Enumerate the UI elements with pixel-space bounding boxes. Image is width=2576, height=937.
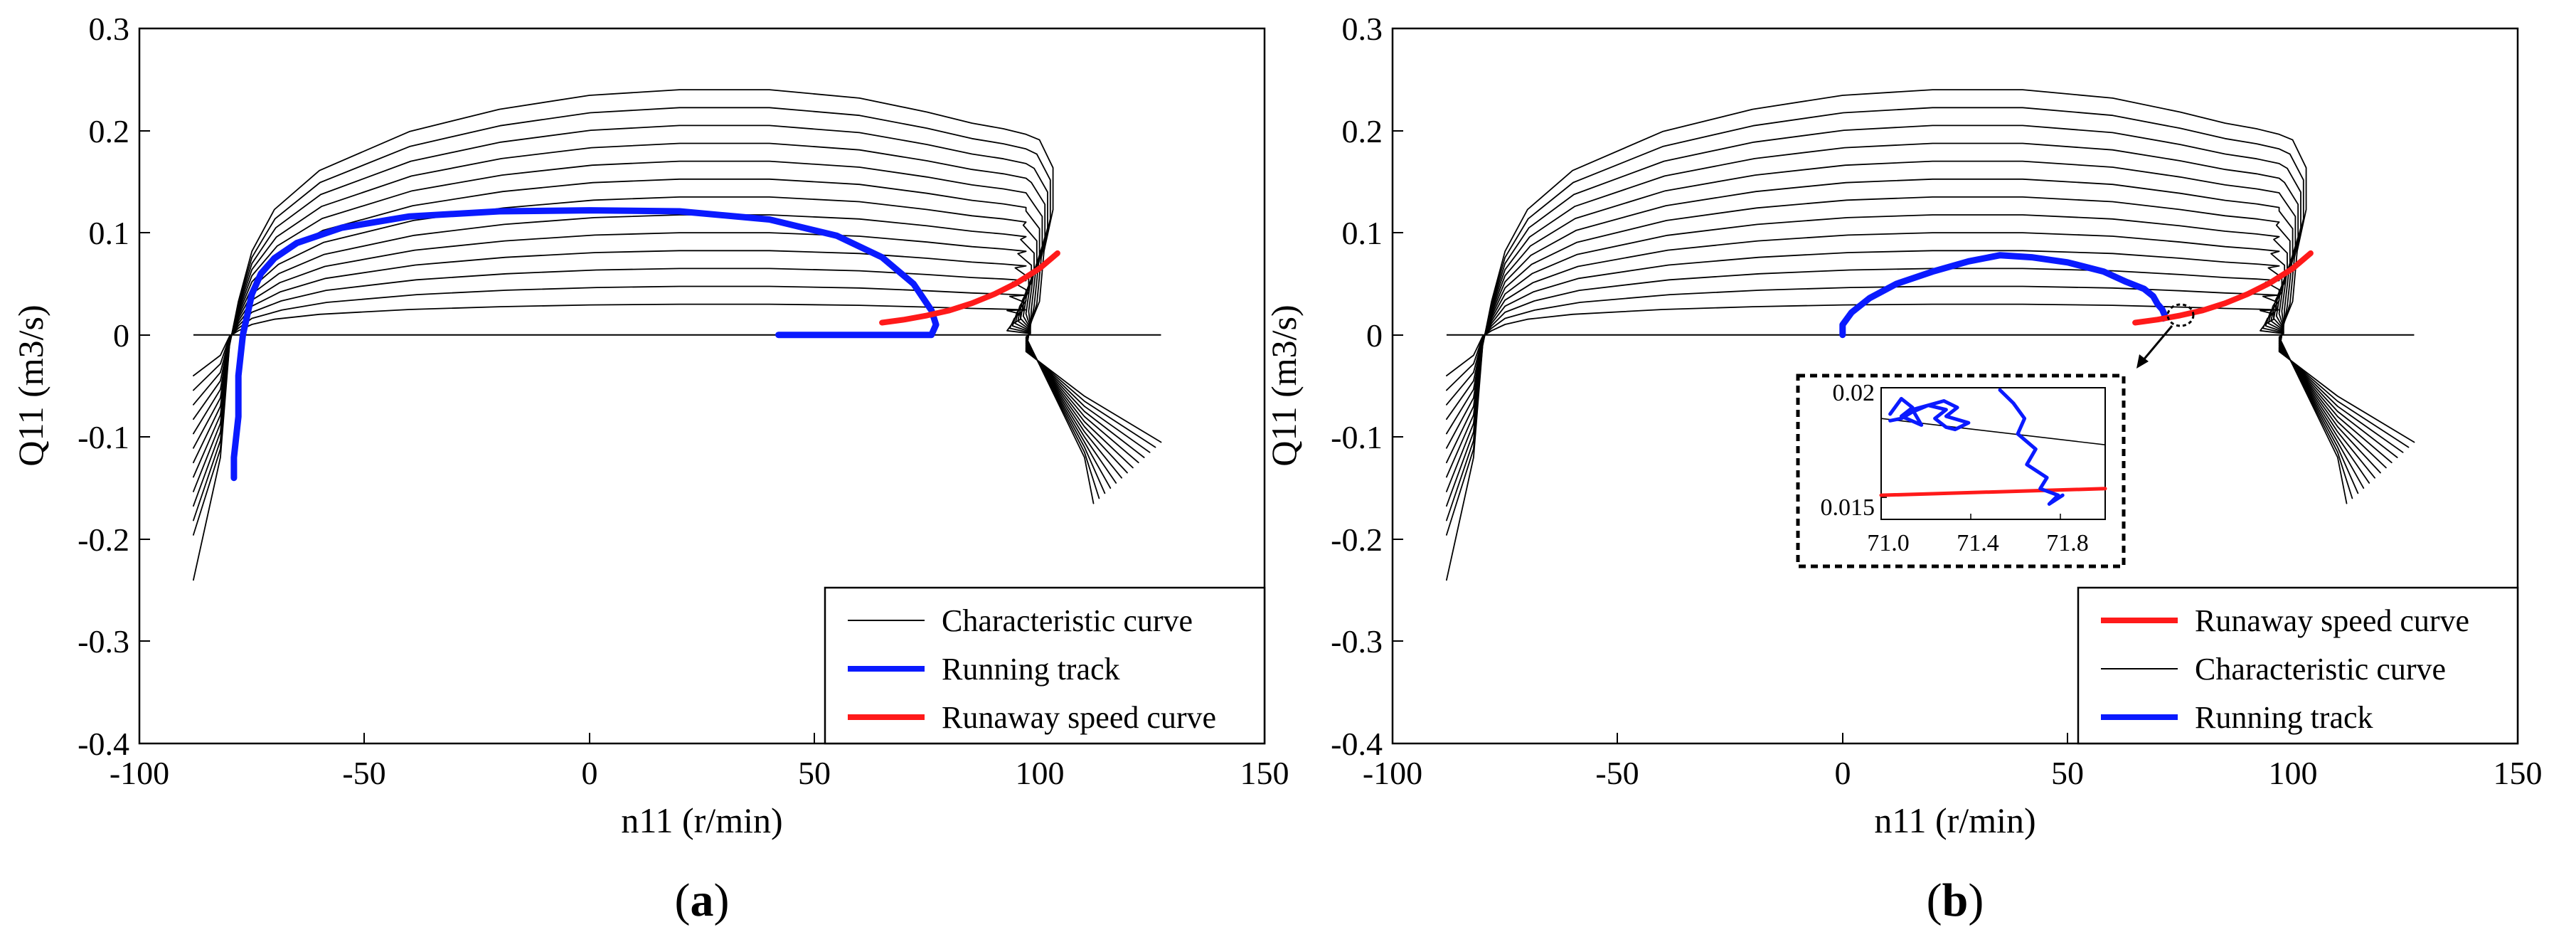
- y-axis-label-b: Q11 (m3/s): [1264, 305, 1304, 466]
- inset-x-tick-label-0: 71.0: [1867, 530, 1910, 556]
- y-tick-label-b-2: -0.2: [1331, 522, 1383, 558]
- legend-label-a-2: Runaway speed curve: [942, 700, 1216, 735]
- panel-label-a: (a): [675, 874, 730, 926]
- characteristic-curve-11: [192, 125, 1151, 522]
- characteristic-curve-4: [1446, 250, 2365, 489]
- x-tick-label-b-4: 100: [2269, 755, 2318, 791]
- y-ticks-b: -0.4 -0.3 -0.2 -0.1 0 0.1 0.2 0.3: [1331, 11, 1403, 762]
- running-track-line: [230, 207, 940, 482]
- characteristic-curve-3: [192, 268, 1106, 494]
- y-tick-label-b-3: -0.1: [1331, 419, 1383, 455]
- inset-b: 0.02 0.015 71.0 71.4 71.8: [1796, 374, 2126, 568]
- inset-x-tick-label-2: 71.8: [2046, 530, 2089, 556]
- panel-letter-b: b: [1942, 874, 1969, 926]
- inset-running-track-2: [1998, 388, 2065, 506]
- runaway-speed-curve-line: [879, 250, 1060, 326]
- characteristic-curve-6: [1446, 214, 2376, 479]
- x-tick-label-a-3: 50: [798, 755, 831, 791]
- y-tick-label-a-6: 0.2: [89, 113, 130, 149]
- x-ticks-b: -100 -50 0 50 100 150: [1363, 733, 2543, 791]
- x-tick-label-b-0: -100: [1363, 755, 1422, 791]
- characteristic-curve-11: [1446, 125, 2404, 522]
- characteristic-curve-1: [1446, 303, 2348, 504]
- inset-y-tick-label-1: 0.015: [1821, 494, 1875, 521]
- plot-area-b: [1446, 89, 2415, 581]
- y-tick-label-a-0: -0.4: [78, 726, 129, 762]
- y-tick-label-a-3: -0.1: [78, 419, 129, 455]
- inset-x-tick-label-1: 71.4: [1957, 530, 1999, 556]
- inset-ticks: 0.02 0.015 71.0 71.4 71.8: [1821, 380, 2089, 556]
- characteristic-curve-12: [1446, 107, 2410, 536]
- characteristic-curve-7: [1446, 196, 2381, 474]
- y-ticks-a: -0.4 -0.3 -0.2 -0.1 0 0.1 0.2 0.3: [78, 11, 150, 762]
- zoom-callout: [2136, 303, 2195, 369]
- x-tick-label-b-2: 0: [1835, 755, 1851, 791]
- panel-b: -100 -50 0 50 100 150 -0.4 -0.3 -0.2 -0.…: [1264, 11, 2543, 926]
- zoom-arrow-head: [2136, 354, 2149, 369]
- y-axis-label-a: Q11 (m3/s): [11, 305, 50, 466]
- legend-a: Characteristic curve Running track Runaw…: [824, 586, 1266, 745]
- characteristic-curve-2: [192, 285, 1100, 499]
- x-axis-label-b: n11 (r/min): [1874, 800, 2035, 840]
- inset-y-tick-label-0: 0.02: [1833, 380, 1875, 406]
- x-tick-label-b-5: 150: [2493, 755, 2543, 791]
- y-tick-label-b-6: 0.2: [1342, 113, 1383, 149]
- x-tick-label-a-4: 100: [1016, 755, 1065, 791]
- y-tick-label-a-4: 0: [113, 317, 129, 354]
- running-track-line: [1839, 252, 2169, 339]
- panel-letter-a: a: [691, 874, 714, 926]
- inset-runaway-line: [1879, 487, 2107, 497]
- legend-label-b-0: Runaway speed curve: [2195, 603, 2469, 638]
- legend-label-a-1: Running track: [942, 652, 1120, 687]
- characteristic-curve-10: [1446, 142, 2398, 507]
- x-tick-label-b-1: -50: [1595, 755, 1639, 791]
- characteristic-curve-9: [1446, 160, 2393, 492]
- x-tick-label-a-0: -100: [110, 755, 169, 791]
- characteristic-curve-5: [192, 232, 1117, 484]
- y-tick-label-a-5: 0.1: [89, 215, 130, 251]
- panel-a: -100 -50 0 50 100 150 -0.4 -0.3 -0.2 -0.…: [11, 11, 1289, 926]
- plot-area-a: [192, 89, 1162, 581]
- legend-label-b-1: Characteristic curve: [2195, 652, 2446, 687]
- x-tick-label-b-3: 50: [2051, 755, 2084, 791]
- x-tick-label-a-1: -50: [342, 755, 385, 791]
- panel-label-b: (b): [1927, 874, 1984, 926]
- zoom-marker-circle: [2166, 303, 2195, 327]
- inset-plot-area: [1879, 388, 2107, 506]
- legend-b: Runaway speed curve Characteristic curve…: [2077, 586, 2519, 745]
- characteristic-curve-13: [192, 89, 1162, 581]
- y-tick-label-b-0: -0.4: [1331, 726, 1383, 762]
- characteristic-curve-12: [192, 107, 1156, 536]
- x-ticks-a: -100 -50 0 50 100 150: [110, 733, 1289, 791]
- y-tick-label-b-7: 0.3: [1342, 11, 1383, 47]
- inset-running-track-1: [1888, 396, 1971, 432]
- x-tick-label-a-2: 0: [582, 755, 598, 791]
- characteristic-curve-1: [192, 303, 1095, 504]
- legend-label-a-0: Characteristic curve: [942, 603, 1193, 638]
- x-tick-label-a-5: 150: [1240, 755, 1289, 791]
- y-tick-label-b-5: 0.1: [1342, 215, 1383, 251]
- characteristic-curve-13: [1446, 89, 2415, 581]
- characteristic-curve-4: [192, 250, 1112, 489]
- legend-label-b-2: Running track: [2195, 700, 2373, 735]
- zoom-arrow-line: [2141, 325, 2173, 362]
- y-tick-label-b-4: 0: [1366, 317, 1383, 354]
- y-tick-label-a-1: -0.3: [78, 623, 129, 660]
- characteristic-curve-8: [1446, 178, 2387, 478]
- x-axis-label-a: n11 (r/min): [621, 800, 782, 840]
- y-tick-label-a-2: -0.2: [78, 522, 129, 558]
- y-tick-label-a-7: 0.3: [89, 11, 130, 47]
- characteristic-curve-10: [192, 142, 1145, 507]
- runaway-speed-curve-line: [2132, 250, 2314, 326]
- y-tick-label-b-1: -0.3: [1331, 623, 1383, 660]
- characteristic-curve-3: [1446, 268, 2359, 494]
- characteristic-curve-5: [1446, 232, 2370, 484]
- characteristic-curve-9: [192, 160, 1139, 492]
